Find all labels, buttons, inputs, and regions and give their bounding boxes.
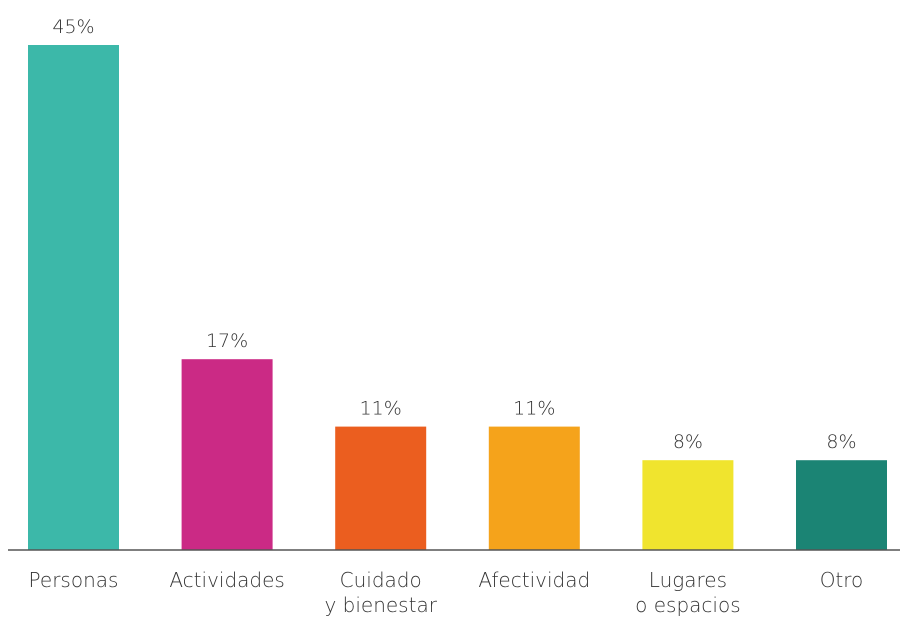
category-label-line: Cuidado [340, 568, 422, 592]
value-labels-group: 45% 17% 11% 11% 8% 8% [52, 16, 856, 453]
bar-3 [335, 426, 427, 550]
value-label-4: 11% [513, 398, 555, 420]
category-label-line: Afectividad [478, 568, 590, 592]
value-label-5: 8% [673, 431, 703, 453]
category-label-4: Afectividad [478, 568, 590, 592]
category-label-3: Cuidado y bienestar [324, 568, 437, 617]
category-label-1: Personas [29, 568, 119, 592]
category-label-line: o espacios [635, 593, 740, 617]
category-label-5: Lugares o espacios [635, 568, 740, 617]
bar-2 [181, 359, 273, 550]
bars-group [28, 45, 887, 550]
bar-6 [796, 460, 887, 550]
category-labels-group: Personas Actividades Cuidado y bienestar Afe… [29, 568, 864, 617]
value-label-2: 17% [206, 330, 248, 352]
bar-4 [488, 426, 580, 550]
value-label-1: 45% [52, 16, 94, 38]
category-label-line: y bienestar [324, 593, 437, 617]
value-label-6: 8% [826, 431, 856, 453]
category-label-6: Otro [820, 568, 864, 592]
bar-5 [642, 460, 734, 550]
category-label-line: Actividades [169, 568, 285, 592]
category-label-line: Personas [29, 568, 119, 592]
value-label-3: 11% [360, 398, 402, 420]
bar-1 [28, 45, 119, 550]
category-label-line: Otro [820, 568, 864, 592]
category-label-2: Actividades [169, 568, 285, 592]
category-label-line: Lugares [649, 568, 727, 592]
